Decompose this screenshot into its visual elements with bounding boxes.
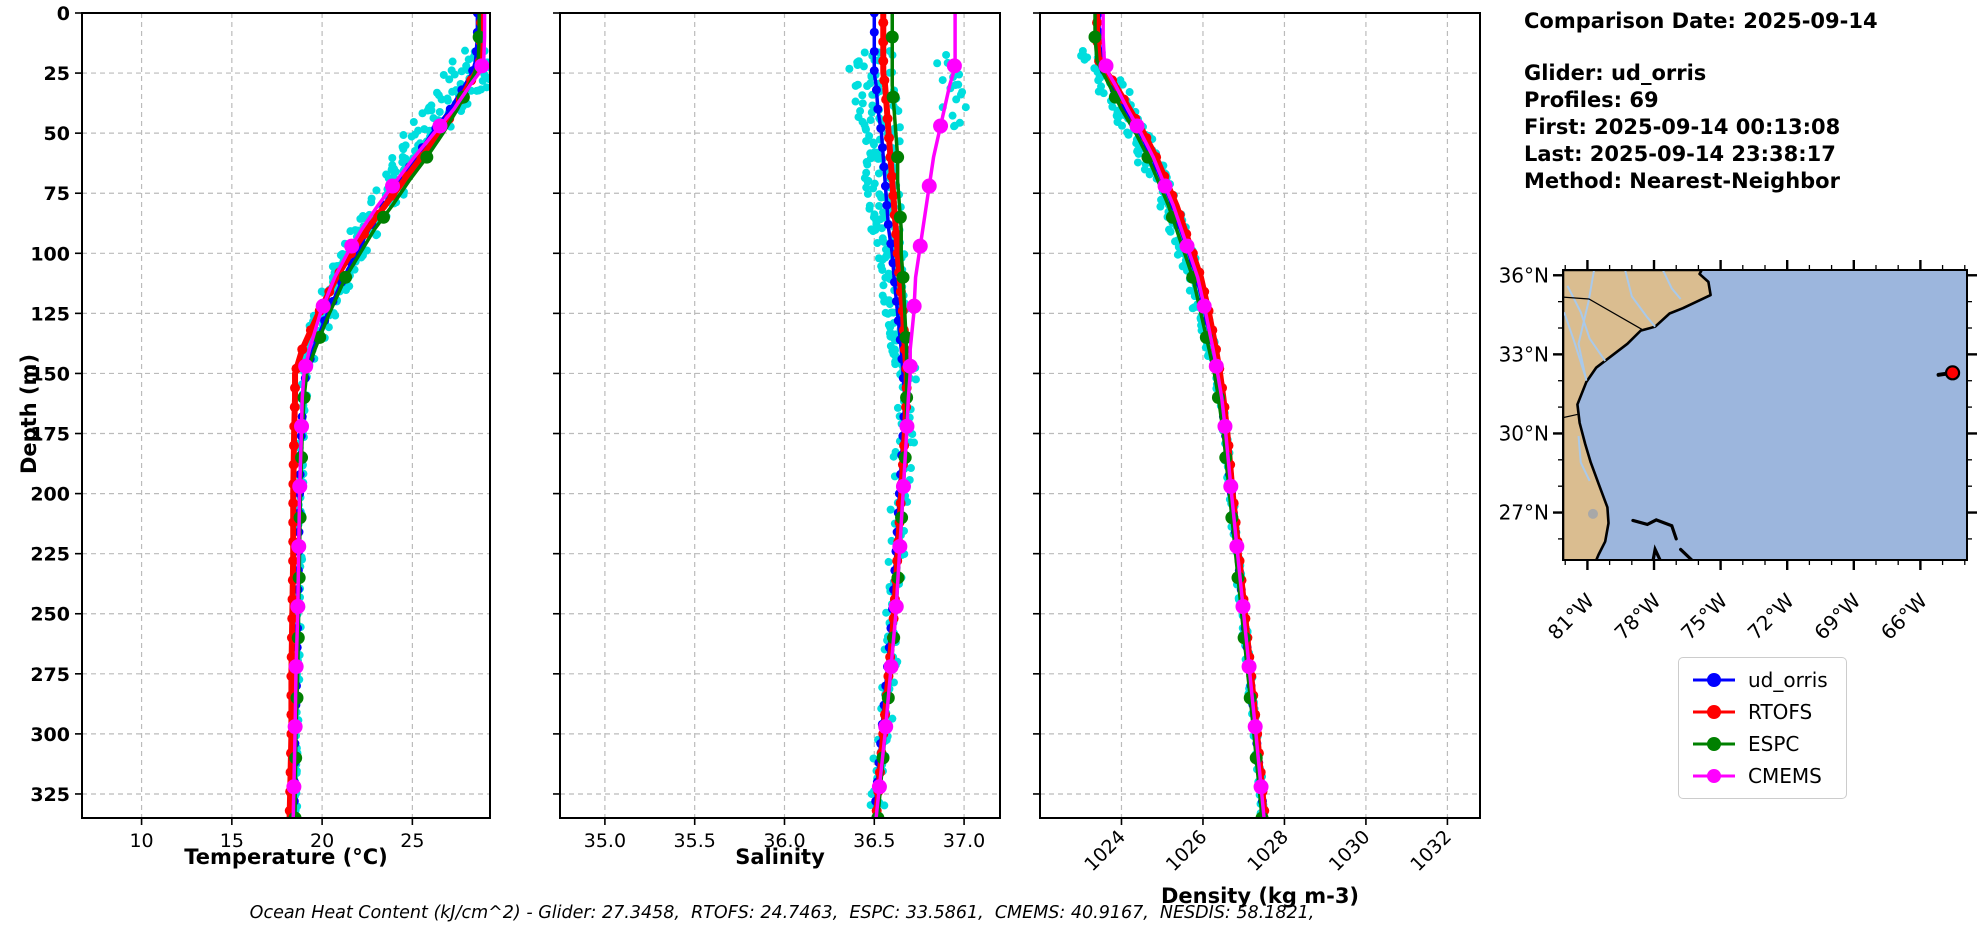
svg-text:36.5: 36.5 <box>853 830 895 852</box>
legend-label: RTOFS <box>1748 700 1813 724</box>
svg-text:75: 75 <box>44 183 70 205</box>
svg-text:50: 50 <box>44 123 70 145</box>
legend-marker-icon <box>1693 769 1735 783</box>
svg-text:25: 25 <box>400 830 424 852</box>
svg-text:175: 175 <box>30 424 70 446</box>
info-spacer <box>1524 35 1878 60</box>
temperature-axis-label: Temperature (°C) <box>184 845 388 869</box>
info-last: Last: 2025-09-14 23:38:17 <box>1524 142 1836 166</box>
svg-text:150: 150 <box>30 363 70 385</box>
svg-text:1030: 1030 <box>1325 826 1375 876</box>
svg-text:25: 25 <box>44 63 70 85</box>
legend-label: CMEMS <box>1748 764 1822 788</box>
salinity-profile-plot: 35.0 35.5 36.0 36.5 37.0 <box>553 12 1001 852</box>
svg-text:1026: 1026 <box>1162 826 1212 876</box>
svg-text:36°N: 36°N <box>1499 263 1549 287</box>
legend-label: ESPC <box>1748 732 1800 756</box>
svg-text:325: 325 <box>30 784 70 806</box>
svg-text:275: 275 <box>30 664 70 686</box>
svg-text:250: 250 <box>30 604 70 626</box>
svg-text:81°W: 81°W <box>1543 588 1599 644</box>
svg-text:20: 20 <box>310 830 334 852</box>
legend-entry-RTOFS: RTOFS <box>1691 700 1828 724</box>
legend-marker-icon <box>1693 673 1735 687</box>
svg-text:75°W: 75°W <box>1676 588 1732 644</box>
legend-marker-icon <box>1693 737 1735 751</box>
svg-text:1024: 1024 <box>1080 826 1130 876</box>
legend-entry-ESPC: ESPC <box>1691 732 1828 756</box>
svg-text:66°W: 66°W <box>1876 588 1932 644</box>
salinity-axis-label: Salinity <box>735 845 825 869</box>
temperature-profile-plot: 10 15 20 2502550751001251501752002252502753… <box>30 3 491 852</box>
svg-text:200: 200 <box>30 484 70 506</box>
svg-text:30°N: 30°N <box>1499 421 1549 445</box>
legend: ud_orris RTOFS ESPC CMEMS <box>1678 657 1847 799</box>
svg-text:35.5: 35.5 <box>674 830 716 852</box>
svg-text:15: 15 <box>220 830 244 852</box>
legend-marker-icon <box>1693 705 1735 719</box>
info-comparison-date: Comparison Date: 2025-09-14 <box>1524 9 1878 33</box>
caption: Ocean Heat Content (kJ/cm^2) - Glider: 2… <box>249 903 1315 923</box>
legend-entry-ud_orris: ud_orris <box>1691 668 1828 692</box>
info-first: First: 2025-09-14 00:13:08 <box>1524 115 1841 139</box>
info-panel: Comparison Date: 2025-09-14 Glider: ud_o… <box>1524 8 1878 195</box>
density-axis-label: Density (kg m-3) <box>1160 884 1360 908</box>
info-glider: Glider: ud_orris <box>1524 61 1707 85</box>
svg-text:33°N: 33°N <box>1499 342 1549 366</box>
svg-text:35.0: 35.0 <box>584 830 626 852</box>
svg-text:27°N: 27°N <box>1499 501 1549 525</box>
svg-text:72°W: 72°W <box>1743 588 1799 644</box>
location-map: 81°W 78°W 75°W 72°W 69°W 66°W 36°N 33°N 30°N 27°N <box>1499 260 1977 645</box>
info-profiles: Profiles: 69 <box>1524 88 1659 112</box>
svg-text:10: 10 <box>129 830 153 852</box>
svg-text:225: 225 <box>30 544 70 566</box>
svg-text:300: 300 <box>30 724 70 746</box>
svg-text:69°W: 69°W <box>1809 588 1865 644</box>
svg-text:0: 0 <box>57 3 70 25</box>
svg-text:100: 100 <box>30 243 70 265</box>
legend-entry-CMEMS: CMEMS <box>1691 764 1828 788</box>
svg-text:37.0: 37.0 <box>943 830 985 852</box>
svg-text:1032: 1032 <box>1406 826 1456 876</box>
svg-text:1028: 1028 <box>1243 826 1293 876</box>
info-method: Method: Nearest-Neighbor <box>1524 169 1840 193</box>
legend-label: ud_orris <box>1748 668 1828 692</box>
svg-text:125: 125 <box>30 303 70 325</box>
svg-text:36.0: 36.0 <box>763 830 805 852</box>
density-profile-plot: 1024 1026 1028 1030 1032 <box>1033 12 1481 876</box>
svg-text:78°W: 78°W <box>1610 588 1666 644</box>
